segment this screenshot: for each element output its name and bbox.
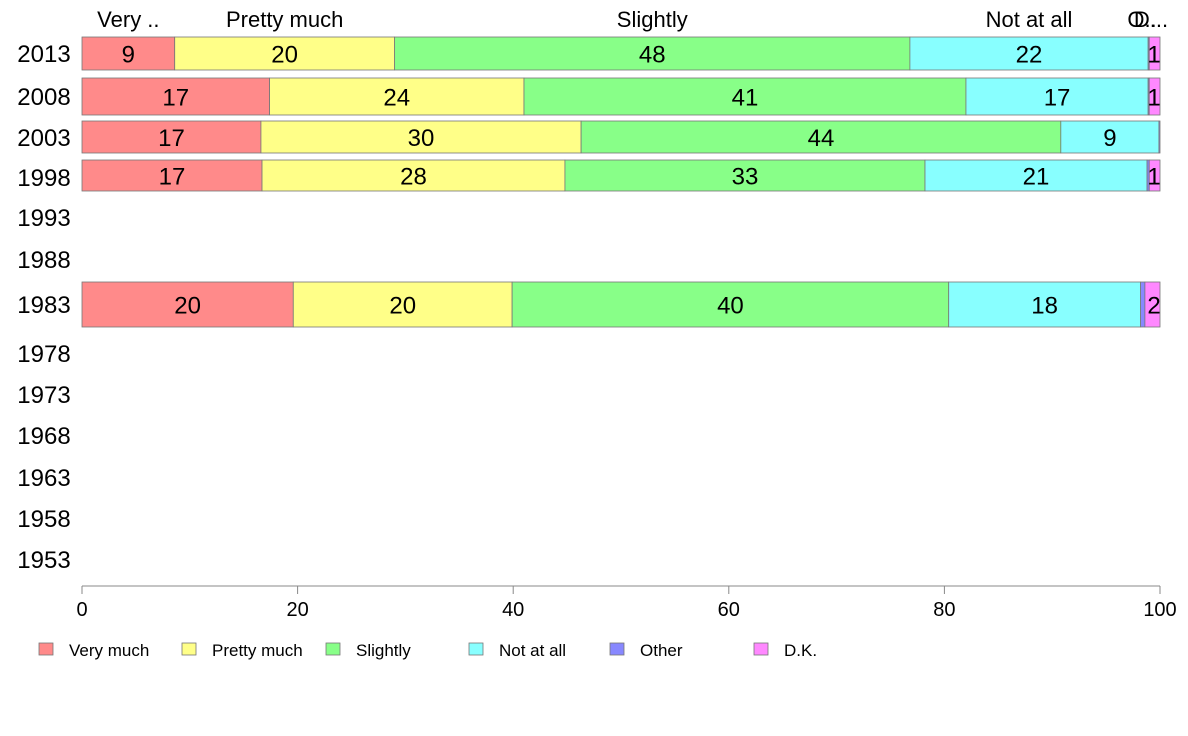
x-tick-label-20: 20	[286, 599, 308, 621]
x-axis: 0 20 40 60 80 100	[76, 585, 1177, 621]
data-label-2003-very-much: 17	[158, 125, 185, 152]
bar-2013-not-at-all	[909, 36, 1149, 71]
legend-label-other: Other	[640, 641, 683, 660]
bar-2003-other	[1158, 120, 1161, 154]
year-label-1963: 1963	[17, 465, 70, 492]
year-label-1968: 1968	[17, 423, 70, 450]
bar-1983-very-much	[81, 281, 294, 328]
data-label-2013-pretty-much: 20	[271, 42, 298, 69]
bars: 9 20 48 22 1 17 24 41 17 1 17 30 44 9 17 28 33 21 1 20 20 40 1…	[81, 36, 1161, 328]
legend-label-not-at-all: Not at all	[499, 641, 566, 660]
bar-2008-slightly	[523, 77, 967, 116]
legend-label-slightly: Slightly	[356, 641, 411, 660]
bar-2008-very-much	[81, 77, 270, 116]
year-label-1983: 1983	[17, 292, 70, 319]
legend-swatch-d-k	[753, 642, 769, 656]
data-label-1998-very-much: 17	[159, 164, 186, 191]
bar-2003-pretty-much	[260, 120, 582, 154]
legend-label-very-much: Very much	[69, 641, 149, 660]
year-label-1978: 1978	[17, 341, 70, 368]
data-label-1983-not-at-all: 18	[1031, 293, 1058, 320]
top-label-d-k: D...	[1134, 7, 1168, 32]
top-category-labels: Very .. Pretty much Slightly Not at all O..D…	[97, 7, 1168, 32]
x-tick-label-0: 0	[76, 599, 87, 621]
data-label-2013-very-much: 9	[122, 42, 135, 69]
x-tick-label-100: 100	[1143, 599, 1176, 621]
bar-1983-pretty-much	[292, 281, 513, 328]
legend: Very much Pretty much Slightly Not at all Ot…	[38, 641, 817, 660]
year-label-1973: 1973	[17, 382, 70, 409]
legend-swatch-very-much	[38, 642, 54, 656]
data-label-2003-slightly: 44	[808, 125, 835, 152]
bar-2008-pretty-much	[269, 77, 525, 116]
data-label-2013-not-at-all: 22	[1016, 42, 1043, 69]
year-label-1988: 1988	[17, 247, 70, 274]
x-tick-label-60: 60	[718, 599, 740, 621]
data-label-2008-slightly: 41	[732, 85, 759, 112]
bar-1983-d-k	[1144, 281, 1161, 328]
year-label-1958: 1958	[17, 506, 70, 533]
year-labels: 2013 2008 2003 1998 1993 1988 1983 1978 1973 1968…	[17, 41, 70, 574]
year-label-2013: 2013	[17, 41, 70, 68]
data-label-1983-very-much: 20	[174, 293, 201, 320]
data-label-2003-not-at-all: 9	[1103, 125, 1116, 152]
year-label-1953: 1953	[17, 547, 70, 574]
bar-2003-not-at-all	[1060, 120, 1160, 154]
bar-2008-not-at-all	[965, 77, 1149, 116]
data-label-1998-pretty-much: 28	[400, 164, 427, 191]
data-label-2013-d-k: 1	[1147, 42, 1160, 69]
bar-2003-very-much	[81, 120, 262, 154]
legend-label-d-k: D.K.	[784, 641, 817, 660]
bar-1998-very-much	[81, 159, 263, 192]
legend-swatch-not-at-all	[468, 642, 484, 656]
legend-swatch-slightly	[325, 642, 341, 656]
top-label-very-much: Very ..	[97, 7, 159, 32]
data-label-1983-pretty-much: 20	[389, 293, 416, 320]
data-label-1998-d-k: 1	[1147, 164, 1160, 191]
bar-1998-pretty-much	[261, 159, 566, 192]
bar-1998-slightly	[564, 159, 926, 192]
legend-swatch-other	[609, 642, 625, 656]
data-label-1998-slightly: 33	[732, 164, 759, 191]
year-label-1993: 1993	[17, 205, 70, 232]
data-label-2008-not-at-all: 17	[1044, 85, 1071, 112]
bar-1983-slightly	[511, 281, 950, 328]
year-label-1998: 1998	[17, 165, 70, 192]
year-label-2003: 2003	[17, 125, 70, 152]
data-label-2003-pretty-much: 30	[408, 125, 435, 152]
bar-2013-slightly	[394, 36, 911, 71]
legend-swatch-pretty-much	[181, 642, 197, 656]
top-label-pretty-much: Pretty much	[226, 7, 343, 32]
bar-2013-very-much	[81, 36, 176, 71]
bar-2013-d-k	[1148, 36, 1161, 71]
top-label-slightly: Slightly	[617, 7, 688, 32]
data-label-2013-slightly: 48	[639, 42, 666, 69]
bar-2013-pretty-much	[174, 36, 396, 71]
data-label-1983-slightly: 40	[717, 293, 744, 320]
bar-1998-d-k	[1148, 159, 1161, 192]
data-label-1998-not-at-all: 21	[1023, 164, 1050, 191]
bar-2008-d-k	[1148, 77, 1161, 116]
x-tick-label-40: 40	[502, 599, 524, 621]
bar-1983-not-at-all	[948, 281, 1141, 328]
top-label-not-at-all: Not at all	[986, 7, 1073, 32]
bar-1998-not-at-all	[924, 159, 1148, 192]
data-label-2008-very-much: 17	[162, 85, 189, 112]
x-tick-label-80: 80	[933, 599, 955, 621]
bar-2003-slightly	[580, 120, 1062, 154]
year-label-2008: 2008	[17, 84, 70, 111]
bar-1983-other	[1140, 281, 1146, 328]
data-label-2008-pretty-much: 24	[383, 85, 410, 112]
data-label-1983-d-k: 2	[1147, 293, 1160, 320]
legend-label-pretty-much: Pretty much	[212, 641, 303, 660]
data-label-2008-d-k: 1	[1147, 85, 1160, 112]
top-label-other: O..	[1127, 7, 1156, 32]
